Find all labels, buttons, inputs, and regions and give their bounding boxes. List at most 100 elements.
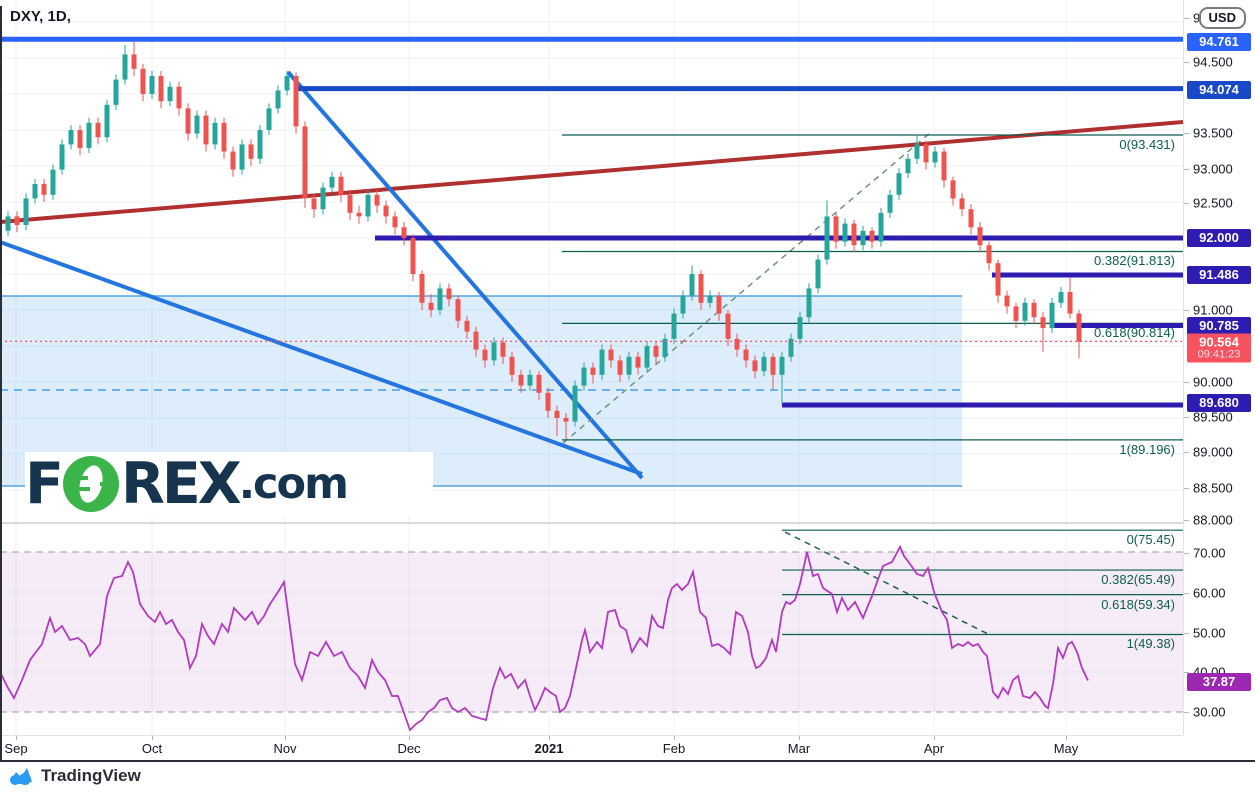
candle-body — [212, 122, 218, 145]
candle-body — [356, 212, 362, 217]
axis-tick — [1184, 18, 1189, 19]
price-axis-label: 89.000 — [1193, 444, 1233, 460]
axis-tick — [1184, 382, 1189, 383]
candle-body — [1022, 302, 1028, 321]
candle-body — [1040, 317, 1046, 328]
candle-body — [887, 194, 893, 213]
badge-price: 94.074 — [1199, 82, 1239, 97]
candle-body — [392, 216, 398, 228]
candle-body — [176, 86, 182, 109]
candle-body — [986, 245, 992, 264]
candle-body — [995, 263, 1001, 296]
badge-price: 94.761 — [1199, 34, 1239, 49]
price-level-badge: 37.87 — [1187, 673, 1251, 691]
time-tick — [799, 736, 800, 740]
candle-body — [662, 338, 668, 357]
candle-body — [644, 346, 650, 368]
price-level-badge: 92.000 — [1187, 229, 1251, 247]
candle-body — [860, 230, 866, 246]
candle-body — [23, 198, 29, 226]
candle-body — [707, 295, 713, 303]
candle-body — [977, 227, 983, 246]
axis-tick — [1184, 593, 1189, 594]
candle-body — [671, 313, 677, 339]
chart-frame-bottom-border — [0, 760, 1255, 762]
candle-body — [869, 230, 875, 242]
candle-body — [842, 223, 848, 242]
axis-tick — [1184, 169, 1189, 170]
candle-body — [1067, 292, 1073, 314]
candle-body — [221, 122, 227, 152]
candle-body — [617, 360, 623, 375]
candle-body — [41, 184, 47, 195]
badge-price: 90.564 — [1199, 334, 1239, 350]
current-price-badge: 90.564 09:41:23 — [1187, 333, 1251, 363]
currency-toggle-button[interactable]: USD — [1198, 7, 1246, 29]
fib-label: 0.618(90.814) — [1094, 325, 1175, 341]
trendline-dashed-ascending — [562, 132, 931, 444]
candle-body — [950, 180, 956, 199]
axis-tick — [1184, 633, 1189, 634]
candle-body — [752, 360, 758, 372]
candle-body — [491, 342, 497, 361]
candle-body — [275, 90, 281, 109]
axis-tick — [1184, 62, 1189, 63]
time-axis-label: Dec — [397, 741, 421, 756]
time-tick — [1066, 736, 1067, 740]
tradingview-logo[interactable]: TradingView — [8, 766, 141, 786]
price-level-badge: 94.761 — [1187, 33, 1251, 51]
rsi-band — [0, 552, 1183, 712]
candle-body — [374, 194, 380, 206]
candle-body — [914, 144, 920, 159]
candle-body — [905, 158, 911, 174]
candle-body — [833, 216, 839, 242]
candle-body — [266, 108, 272, 130]
candle-body — [455, 299, 461, 321]
candle-body — [203, 115, 209, 145]
candle-body — [302, 126, 308, 199]
time-tick — [674, 736, 675, 740]
candle-body — [554, 410, 560, 418]
candle-body — [446, 288, 452, 300]
price-chart-canvas[interactable] — [0, 0, 1183, 735]
candle-body — [761, 356, 767, 372]
fib-label: 0.382(91.813) — [1094, 253, 1175, 269]
fib-label: 0.618(59.34) — [1101, 596, 1175, 612]
candle-body — [329, 176, 335, 188]
price-axis-label: 30.00 — [1193, 704, 1226, 720]
price-level-badge: 89.680 — [1187, 394, 1251, 412]
trendline-blue-steep — [286, 70, 644, 480]
symbol-title[interactable]: DXY, 1D, — [10, 8, 71, 25]
trendline-resistance-red — [0, 120, 1183, 224]
price-level-badge: 90.785 — [1187, 317, 1251, 335]
price-axis[interactable]: 9594.50093.50093.00092.50091.00090.00089… — [1183, 0, 1255, 735]
candle-body — [95, 122, 101, 138]
axis-tick — [1184, 672, 1189, 673]
candle-body — [149, 76, 155, 94]
candle-body — [581, 367, 587, 386]
candle-body — [1076, 313, 1082, 342]
candle-body — [410, 238, 416, 274]
candle-body — [365, 194, 371, 217]
candle-body — [680, 295, 686, 314]
candle-body — [545, 392, 551, 411]
price-axis-label: 92.500 — [1193, 195, 1233, 211]
axis-tick — [1184, 553, 1189, 554]
candle-body — [311, 198, 317, 210]
badge-price: 37.87 — [1202, 674, 1236, 689]
candle-body — [401, 227, 407, 238]
candle-body — [590, 367, 596, 375]
tradingview-cloud-icon — [10, 768, 32, 785]
candle-body — [599, 349, 605, 375]
axis-tick — [1184, 488, 1189, 489]
candle-body — [230, 151, 236, 170]
candle-body — [158, 76, 164, 102]
axis-tick — [1184, 417, 1189, 418]
time-axis[interactable]: Sep Oct Nov Dec 2021 Feb Mar Apr May — [0, 735, 1183, 762]
time-tick — [285, 736, 286, 740]
candle-body — [500, 342, 506, 357]
axis-tick — [1184, 520, 1189, 521]
tradingview-logo-text: TradingView — [41, 766, 141, 785]
candle-body — [5, 216, 11, 231]
